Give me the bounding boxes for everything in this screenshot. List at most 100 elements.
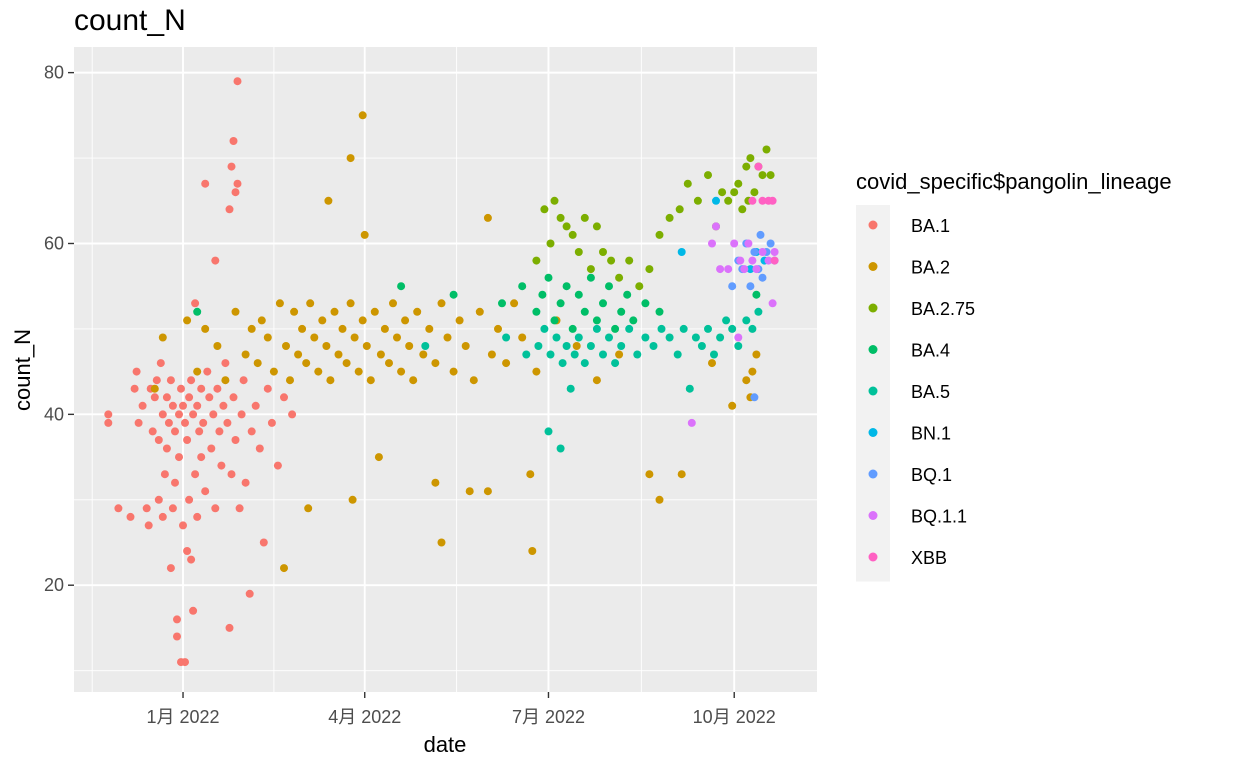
data-point [413,307,422,316]
data-point [233,77,242,86]
data-point [744,239,753,248]
data-point [562,282,571,291]
data-point [730,188,739,197]
y-tick-label: 20 [44,575,64,595]
data-point [191,470,200,479]
data-point [752,290,761,299]
data-point [550,316,559,325]
data-point [193,401,202,410]
data-point [494,324,502,333]
data-point [168,401,177,410]
data-point [397,282,406,291]
data-point [728,324,737,333]
data-points [104,77,779,667]
data-point [130,384,139,393]
data-point [126,512,135,521]
data-point [211,256,220,265]
data-point [532,367,541,376]
data-point [144,521,153,530]
x-tick-label: 1月 2022 [146,707,219,727]
data-point [611,359,620,368]
data-point [104,418,113,427]
x-tick-label: 7月 2022 [512,707,585,727]
data-point [746,282,755,291]
data-point [253,359,262,368]
data-point [158,512,167,521]
data-point [502,359,511,368]
data-point [572,342,581,350]
data-point [766,239,775,248]
data-point [592,324,601,333]
data-point [562,342,571,350]
data-point [748,256,757,265]
data-point [574,333,583,342]
data-point [342,359,351,368]
data-point [263,384,272,393]
data-point [154,436,163,444]
data-point [625,256,634,265]
data-point [201,179,210,188]
data-point [568,324,577,333]
data-point [104,410,113,419]
data-point [223,418,232,427]
data-point [241,350,250,359]
data-point [350,333,359,342]
data-point [748,196,757,205]
data-point [330,307,339,316]
data-point [183,547,192,555]
legend-key-xbb [868,552,878,562]
data-point [193,512,202,521]
data-point [166,564,175,573]
legend-key-bq-1 [868,469,878,479]
data-point [132,367,141,376]
data-point [722,316,731,325]
data-point [740,265,749,274]
data-point [768,196,777,205]
data-point [275,299,284,308]
data-point [556,444,565,453]
data-point [231,436,240,444]
data-point [158,410,167,419]
data-point [376,350,385,359]
data-point [245,589,254,598]
data-point [546,239,555,248]
data-point [716,333,725,342]
data-point [728,282,737,291]
data-point [366,376,375,385]
data-point [326,376,335,385]
data-point [677,470,686,479]
data-point [625,324,634,333]
data-point [710,350,718,359]
data-point [675,205,684,214]
data-point [348,495,357,504]
data-point [518,333,527,342]
chart-title: count_N [74,4,186,37]
data-point [704,324,712,333]
data-point [421,342,430,350]
data-point [346,154,355,163]
data-point [568,230,577,239]
data-point [197,384,206,393]
data-point [758,171,767,180]
data-point [677,248,686,256]
data-point [641,333,650,342]
data-point [770,248,779,256]
data-point [273,461,282,470]
data-point [280,564,288,573]
data-point [338,324,347,333]
data-point [730,239,739,248]
data-point [358,316,367,325]
data-point [683,179,692,188]
data-point [742,316,751,325]
data-point [750,188,759,197]
data-point [209,410,218,419]
data-point [225,623,234,632]
data-point [538,290,547,299]
data-point [177,384,185,393]
data-point [449,290,458,299]
data-point [502,333,511,342]
data-point [657,324,666,333]
data-point [607,256,616,265]
data-point [189,606,198,615]
x-axis: 1月 2022 4月 2022 7月 2022 10月 2022 [146,692,776,727]
